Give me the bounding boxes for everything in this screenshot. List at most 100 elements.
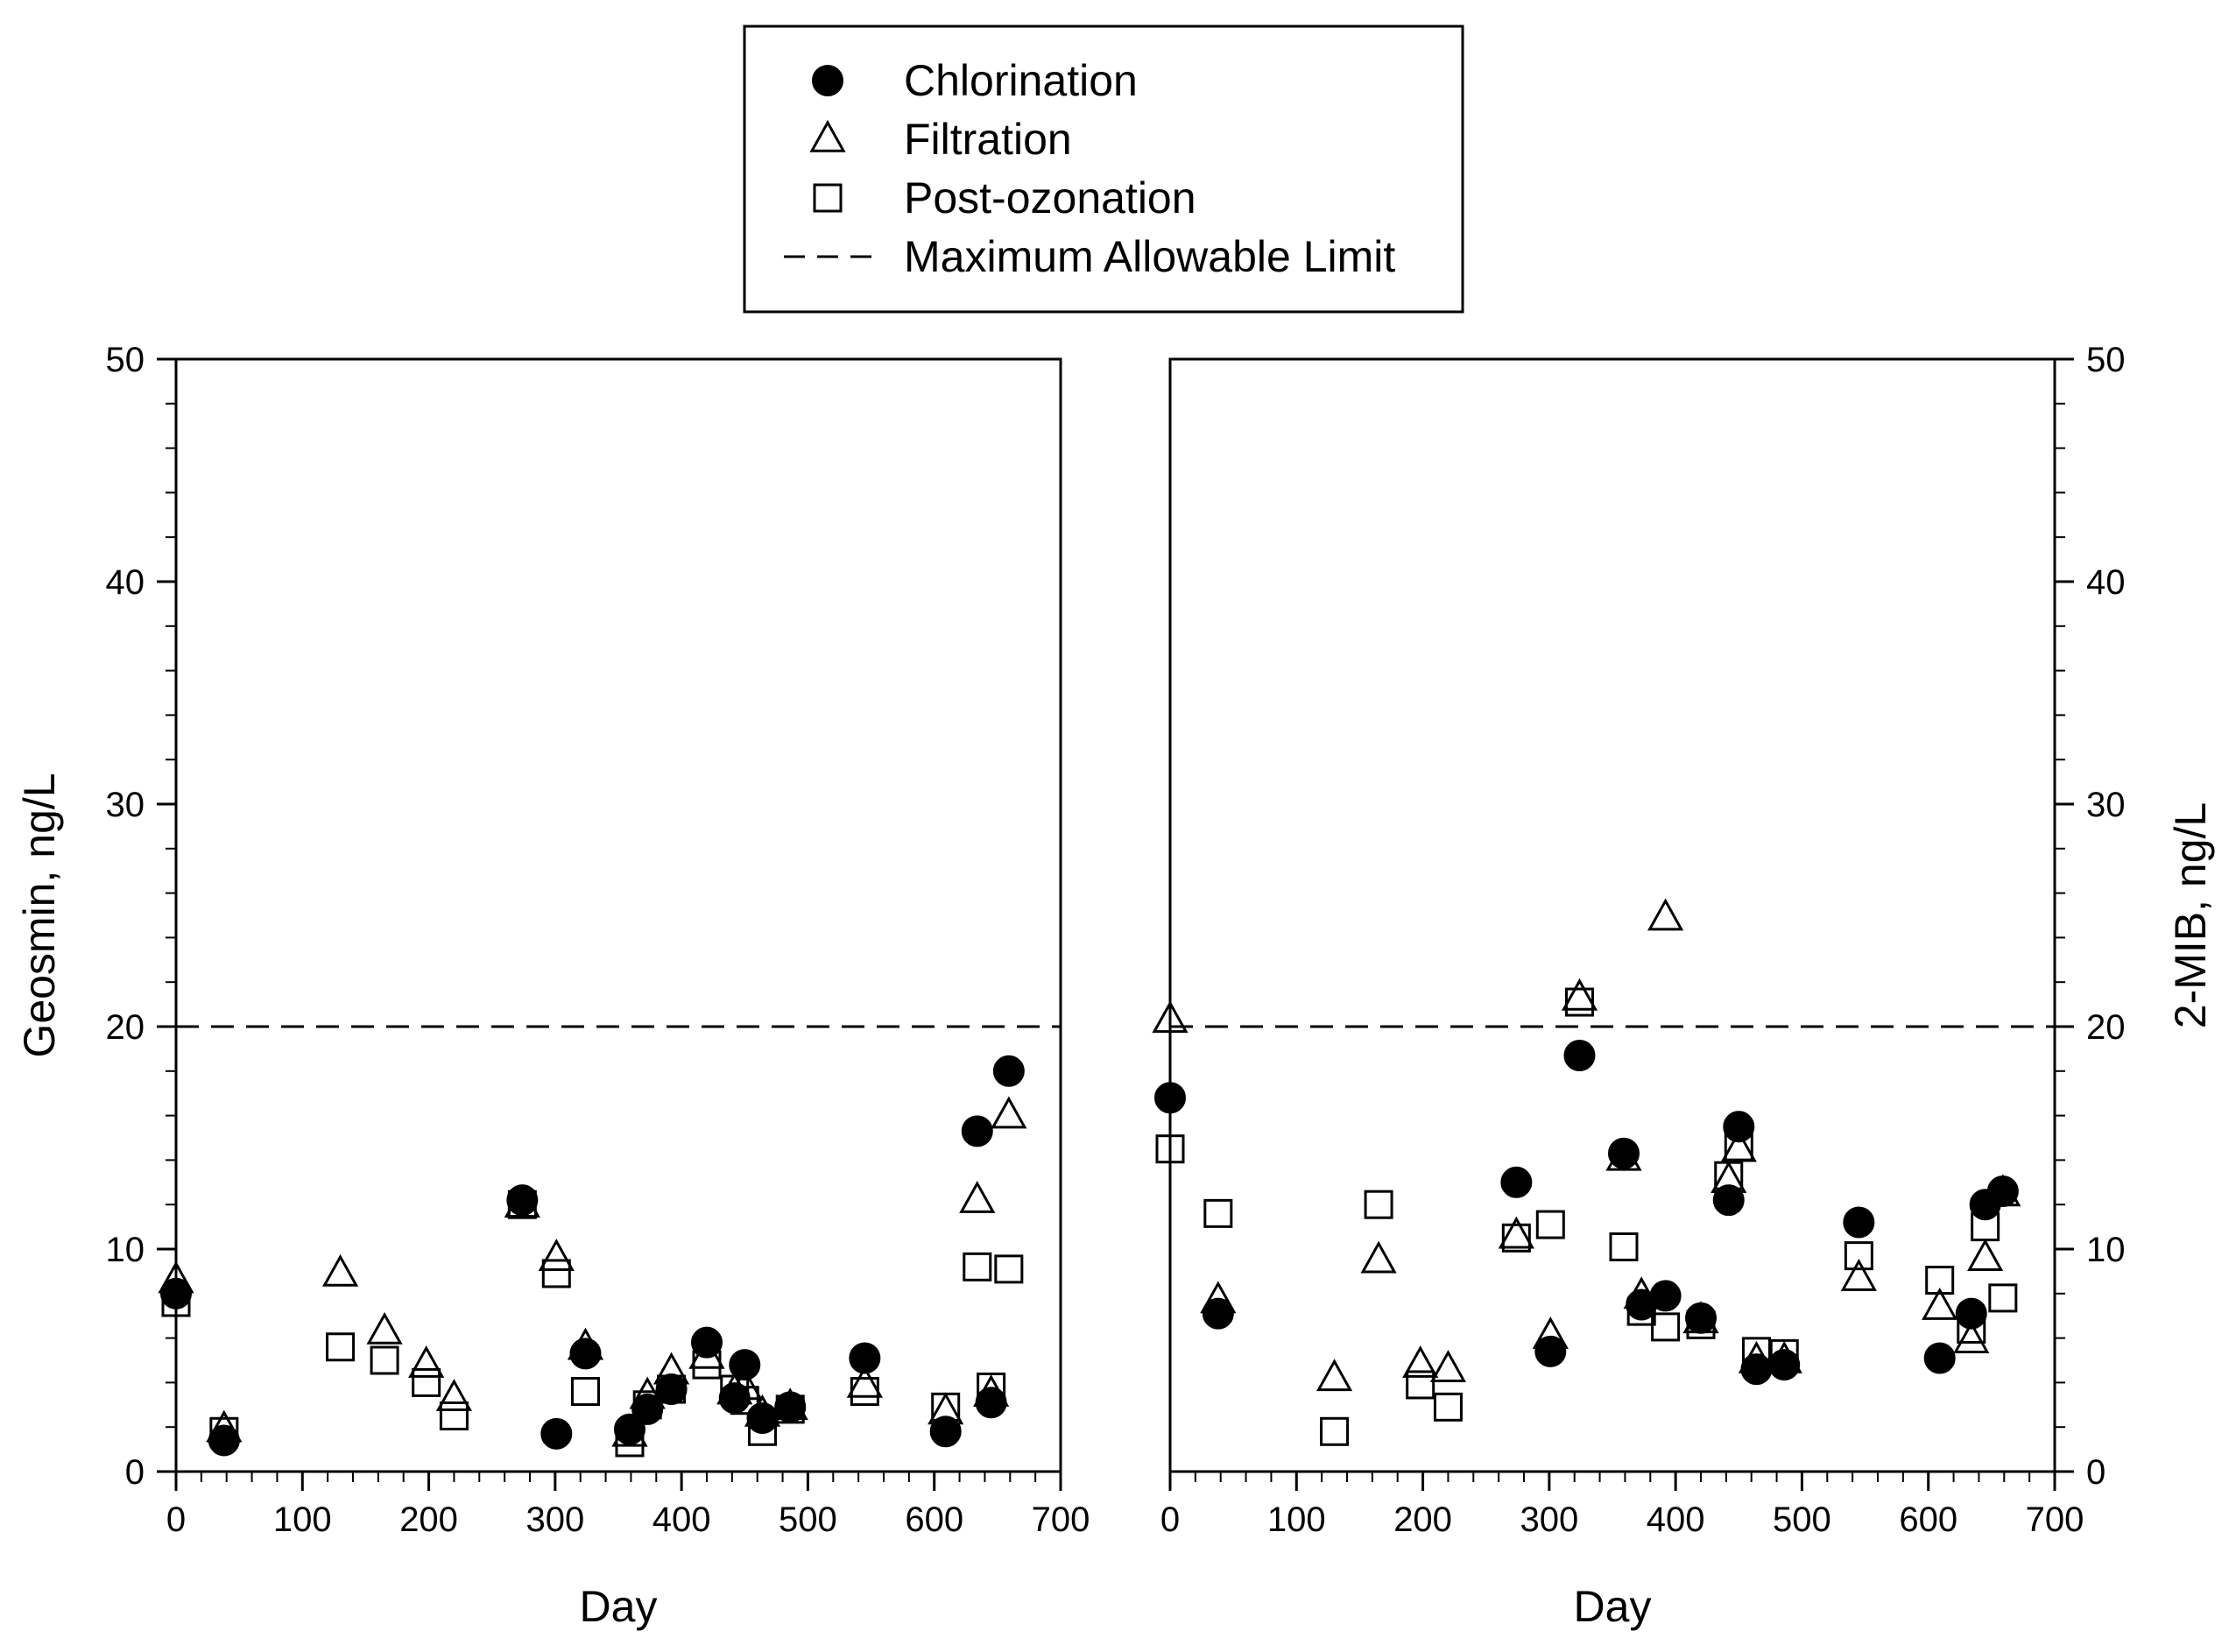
geosmin-chlorination-point — [729, 1349, 761, 1381]
mib-chlorination-point — [1712, 1184, 1745, 1217]
mib-x-tick-label: 300 — [1520, 1500, 1578, 1539]
geosmin-x-tick-label: 700 — [1032, 1500, 1090, 1539]
mib-chlorination-point — [1202, 1297, 1234, 1330]
geosmin-y-tick-label: 10 — [106, 1231, 145, 1269]
mib-filtration-point — [1922, 1287, 1958, 1320]
geosmin-chlorination-point — [849, 1342, 881, 1374]
mib-chlorination-point — [1955, 1297, 1987, 1330]
geosmin-plot-frame — [174, 357, 1062, 1473]
mib-x-tick-label: 100 — [1267, 1500, 1326, 1539]
mib-y-tick-label: 0 — [2086, 1453, 2106, 1492]
geosmin-x-tick-label: 200 — [399, 1500, 458, 1539]
geosmin-filtration-point — [846, 1365, 883, 1398]
legend-symbol-filtration — [809, 119, 846, 152]
mib-post-ozonation-point — [1925, 1266, 1955, 1295]
mib-y-tick-label: 20 — [2086, 1008, 2126, 1047]
mib-filtration-point — [1316, 1359, 1353, 1392]
mib-y-axis-title: 2-MIB, ng/L — [2166, 802, 2215, 1028]
geosmin-marks — [158, 1055, 1027, 1458]
geosmin-chlorination-point — [975, 1387, 1007, 1419]
geosmin-post-ozonation-point — [994, 1254, 1024, 1284]
geosmin-post-ozonation-point — [439, 1401, 469, 1430]
geosmin-filtration-point — [991, 1096, 1027, 1129]
mib-post-ozonation-point — [1501, 1223, 1531, 1253]
legend-symbol-chlorination — [812, 65, 843, 96]
geosmin-chlorination-point — [540, 1417, 573, 1450]
legend-symbol-post-ozonation — [813, 183, 843, 213]
mib-y-tick-label: 10 — [2086, 1231, 2126, 1269]
mib-chlorination-point — [1723, 1111, 1755, 1143]
mib-post-ozonation-point — [1406, 1370, 1435, 1400]
geosmin-x-tick-label: 400 — [652, 1500, 711, 1539]
mib-post-ozonation-point — [1988, 1283, 2018, 1313]
legend-marker-chlorination — [812, 65, 843, 96]
legend-marker-post-ozonation — [813, 183, 843, 213]
geosmin-chlorination-point — [929, 1415, 962, 1448]
mib-filtration-point — [1840, 1258, 1877, 1291]
mib-x-tick-label: 700 — [2026, 1500, 2084, 1539]
mib-filtration-point — [1953, 1321, 1990, 1353]
legend-label-filtration: Filtration — [904, 115, 1072, 164]
geosmin-filtration-point — [408, 1345, 445, 1378]
geosmin-x-tick-label: 500 — [779, 1500, 837, 1539]
geosmin-y-tick-label: 0 — [125, 1453, 145, 1492]
geosmin-chlorination-point — [160, 1277, 192, 1310]
mib-filtration-point — [1720, 1129, 1757, 1162]
legend-label-chlorination: Chlorination — [904, 56, 1138, 105]
mib-chlorination-point — [1986, 1175, 2019, 1207]
geosmin-post-ozonation-point — [570, 1377, 600, 1407]
geosmin-chlorination-point — [992, 1055, 1025, 1087]
mib-y-tick-label: 40 — [2086, 563, 2126, 602]
mib-filtration-point — [1402, 1345, 1439, 1378]
geosmin-y-tick-label: 30 — [106, 786, 145, 824]
mib-chlorination-point — [1563, 1040, 1596, 1072]
mib-x-tick-label: 500 — [1773, 1500, 1831, 1539]
mib-plot-frame — [1168, 357, 2056, 1473]
mib-post-ozonation-point — [1203, 1198, 1233, 1228]
mib-x-axis-title: Day — [1574, 1582, 1652, 1631]
geosmin-chlorination-point — [746, 1402, 779, 1435]
geosmin-chlorination-point — [613, 1413, 645, 1445]
geosmin-x-axis-title: Day — [580, 1582, 658, 1631]
geosmin-panel: 0 100 200 300 400 500 600 700 0 10 20 30 40 50 Day Ge… — [15, 341, 1090, 1631]
legend-frame — [743, 25, 1464, 314]
geosmin-post-ozonation-point — [412, 1367, 441, 1397]
mib-filtration-point — [1647, 898, 1684, 931]
legend-marker-filtration — [809, 119, 846, 152]
geosmin-post-ozonation-point — [370, 1345, 399, 1375]
mib-chlorination-point — [1768, 1349, 1801, 1381]
geosmin-y-tick-label: 20 — [106, 1008, 145, 1047]
mib-chlorination-point — [1500, 1166, 1533, 1198]
mib-chlorination-point — [1923, 1342, 1956, 1374]
geosmin-filtration-point — [959, 1181, 996, 1213]
mib-filtration-point — [1360, 1240, 1397, 1274]
geosmin-filtration-point — [366, 1311, 403, 1345]
mib-post-ozonation-point — [1155, 1134, 1185, 1164]
legend-label-post-ozonation: Post-ozonation — [904, 173, 1196, 222]
geosmin-y-tick-label: 50 — [106, 341, 145, 379]
geosmin-post-ozonation-point — [963, 1252, 992, 1281]
geosmin-chlorination-point — [774, 1391, 807, 1423]
geosmin-x-tick-label: 600 — [905, 1500, 963, 1539]
mib-x-tick-label: 200 — [1393, 1500, 1452, 1539]
geosmin-x-tick-label: 100 — [273, 1500, 332, 1539]
mib-post-ozonation-point — [1364, 1190, 1393, 1219]
geosmin-chlorination-point — [569, 1338, 602, 1370]
mib-chlorination-point — [1649, 1280, 1682, 1312]
mib-x-tick-label: 600 — [1899, 1500, 1957, 1539]
mib-filtration-point — [1152, 1000, 1189, 1034]
geosmin-y-axis-title: Geosmin, ng/L — [15, 773, 64, 1057]
mib-chlorination-point — [1154, 1082, 1186, 1114]
mib-post-ozonation-point — [1651, 1312, 1681, 1342]
mib-post-ozonation-point — [1609, 1232, 1639, 1261]
mib-post-ozonation-point — [1433, 1392, 1463, 1422]
mib-post-ozonation-point — [1320, 1416, 1350, 1446]
mib-y-tick-label: 30 — [2086, 786, 2126, 824]
legend: Chlorination Filtration Post-ozonation Maxi… — [743, 25, 1464, 314]
geosmin-filtration-point — [321, 1253, 359, 1287]
mib-chlorination-point — [1685, 1302, 1717, 1334]
mib-chlorination-point — [1534, 1335, 1567, 1367]
geosmin-x-tick-label: 0 — [166, 1500, 186, 1539]
